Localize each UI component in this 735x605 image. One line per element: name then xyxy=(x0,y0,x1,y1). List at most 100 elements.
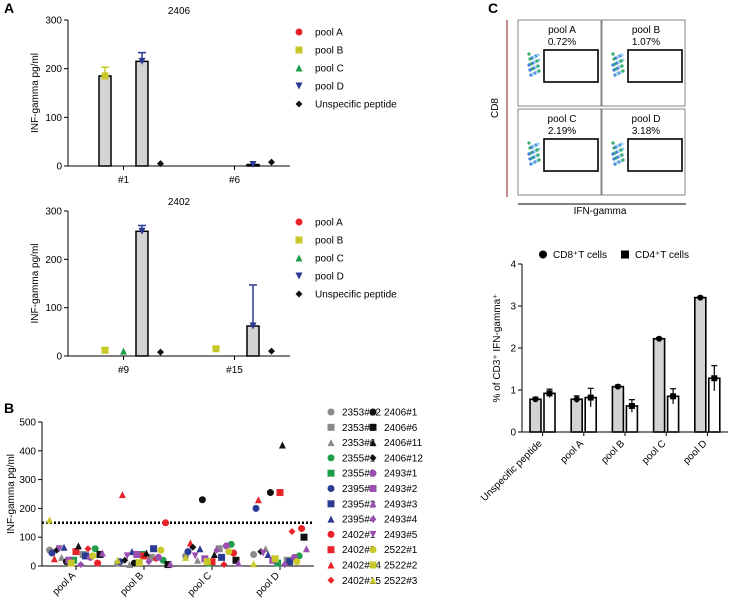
c-flow-event xyxy=(531,161,535,165)
c-y-label: % of CD3⁺ IFN-gamma⁺ xyxy=(492,294,503,403)
a1-legend-label: pool C xyxy=(315,64,344,75)
a1-point xyxy=(268,158,275,166)
c-flow-cell-value: 2.19% xyxy=(548,126,576,137)
b-y-tick-label: 200 xyxy=(19,504,36,515)
c-bar-point xyxy=(532,396,539,403)
a1-legend-label: pool D xyxy=(315,82,344,93)
b-legend-label: 2353#5 xyxy=(342,423,376,434)
a2-bar xyxy=(135,230,149,357)
b-point xyxy=(293,558,301,566)
b-legend-marker xyxy=(369,500,377,508)
b-point xyxy=(182,553,190,561)
c-flow-event xyxy=(527,63,531,67)
c-flow-event xyxy=(528,68,532,72)
c-flow-event xyxy=(611,152,615,156)
c-bar xyxy=(543,392,556,433)
chart-b: 0 100 200 300 400 500 INF-gamma pg/ml pool A poo… xyxy=(6,408,423,599)
c-x-tick-label: pool B xyxy=(599,438,627,466)
a1-legend-marker xyxy=(295,46,303,54)
b-point xyxy=(94,559,102,567)
b-point xyxy=(74,542,82,550)
b-point xyxy=(189,543,197,551)
a2-legend-label: pool B xyxy=(315,236,344,247)
c-flow-event xyxy=(536,53,540,57)
b-legend-marker xyxy=(369,561,377,569)
b-legend-label: 2395#1 xyxy=(342,484,376,495)
c-flow-event xyxy=(532,55,536,59)
a2-y-tick-label: 200 xyxy=(45,255,62,266)
a1-y-tick-label: 300 xyxy=(45,16,62,27)
c-y-tick-label: 4 xyxy=(510,260,516,271)
c-flow-y-label: CD8 xyxy=(490,98,501,118)
c-flow-event xyxy=(531,72,535,76)
b-legend-marker xyxy=(327,546,335,554)
c-flow-gate xyxy=(627,138,683,172)
c-flow-event xyxy=(616,144,620,148)
b-legend-marker xyxy=(369,546,377,554)
b-legend-marker xyxy=(327,454,335,462)
a1-point xyxy=(138,57,146,65)
c-flow-event xyxy=(535,148,539,152)
b-legend-label: 2522#1 xyxy=(384,545,418,556)
c-flow-event xyxy=(619,59,623,63)
b-legend-marker xyxy=(369,530,377,538)
a1-legend-label: pool B xyxy=(315,46,344,57)
a2-legend-label: pool C xyxy=(315,254,344,265)
a2-legend-marker xyxy=(295,236,303,244)
b-point xyxy=(286,558,294,566)
b-legend-marker xyxy=(327,439,335,447)
b-point xyxy=(118,491,126,499)
b-y-tick-label: 300 xyxy=(19,475,36,486)
c-legend-marker xyxy=(621,250,629,259)
b-point xyxy=(72,548,80,556)
b-legend-label: 2402#9 xyxy=(342,545,376,556)
c-flow-event xyxy=(611,141,615,145)
b-legend-marker xyxy=(327,576,335,584)
c-bar xyxy=(693,296,707,433)
a1-y-tick-label: 0 xyxy=(56,162,62,173)
b-point xyxy=(123,552,131,560)
b-point xyxy=(222,542,230,550)
c-flow-event xyxy=(612,68,616,72)
a1-y-label: INF-gamma pg/ml xyxy=(30,53,41,133)
a2-y-tick-label: 300 xyxy=(45,207,62,218)
a1-y-tick-label: 200 xyxy=(45,64,62,75)
b-point xyxy=(218,553,226,561)
panel-letter-b: B xyxy=(4,400,14,416)
b-legend-label: 2355#2 xyxy=(342,469,376,480)
b-point xyxy=(77,561,85,569)
a2-point xyxy=(157,348,164,356)
a2-legend-marker xyxy=(295,290,303,298)
c-x-tick-label: pool D xyxy=(681,438,709,466)
c-bar-point xyxy=(546,390,553,397)
a2-legend-marker xyxy=(295,218,303,226)
c-flow-event xyxy=(619,148,623,152)
a1-bar xyxy=(98,75,112,167)
b-legend-label: 2402#1 xyxy=(342,530,376,541)
a2-legend-label: pool D xyxy=(315,272,344,283)
b-point xyxy=(194,556,202,564)
c-flow-cell-value: 3.18% xyxy=(632,126,660,137)
c-flow-event xyxy=(611,63,615,67)
b-legend-marker xyxy=(327,469,335,477)
c-flow-event xyxy=(616,55,620,59)
c-flow-gate xyxy=(627,49,683,83)
c-legend-label: CD4⁺T cells xyxy=(635,250,689,261)
b-point xyxy=(220,561,228,569)
b-y-tick-label: 0 xyxy=(30,562,36,573)
b-y-label: INF-gamma pg/ml xyxy=(6,454,17,534)
b-point xyxy=(276,489,284,497)
b-legend-marker xyxy=(327,408,335,416)
b-point xyxy=(252,504,260,512)
c-flow-cell-label: pool A xyxy=(548,25,576,36)
b-point xyxy=(232,556,240,564)
b-point xyxy=(133,550,141,558)
panel-letter-a: A xyxy=(4,0,14,16)
b-legend-marker xyxy=(369,423,377,431)
b-point xyxy=(164,561,172,569)
c-flow-event xyxy=(612,157,616,161)
b-point xyxy=(266,489,274,497)
c-legend-marker xyxy=(539,250,547,259)
b-legend-label: 2493#4 xyxy=(384,515,418,526)
a2-point xyxy=(138,227,146,235)
